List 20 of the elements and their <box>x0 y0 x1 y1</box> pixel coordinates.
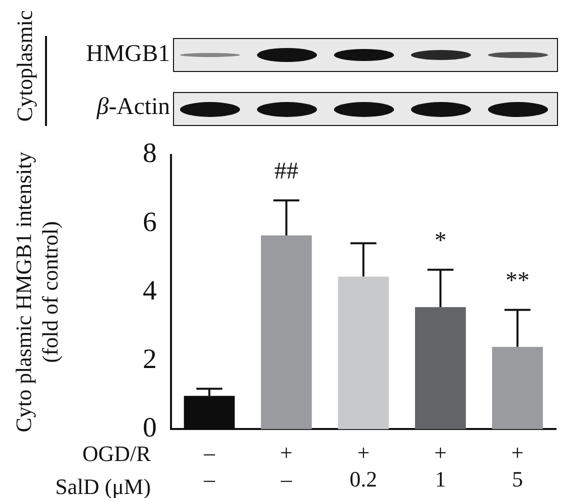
x-tick-label: + 1 <box>434 440 447 492</box>
x-tick-label: + – <box>280 440 293 492</box>
text: Cytoplasmic <box>12 9 37 124</box>
x-tick-label: + 5 <box>511 440 524 492</box>
x-tick-label: – – <box>202 440 216 492</box>
annotation: ** <box>505 268 530 294</box>
text: HMGB1 <box>86 41 170 67</box>
y-axis-title: Cyto plasmic HMGB1 intensity (fold of control) <box>10 152 62 432</box>
annotation: * <box>434 228 446 254</box>
bar <box>260 235 312 430</box>
bar <box>338 276 389 430</box>
y-tick-label: 8 <box>142 138 157 170</box>
bar <box>492 346 543 430</box>
y-tick-label: 2 <box>142 344 157 375</box>
x-tick-label: + 0.2 <box>350 440 378 492</box>
y-tick-label: 6 <box>142 206 157 238</box>
text: β-Actin <box>96 94 170 120</box>
bar <box>415 307 466 430</box>
y-tick-label: 4 <box>142 275 157 306</box>
annotation: ## <box>274 158 298 185</box>
